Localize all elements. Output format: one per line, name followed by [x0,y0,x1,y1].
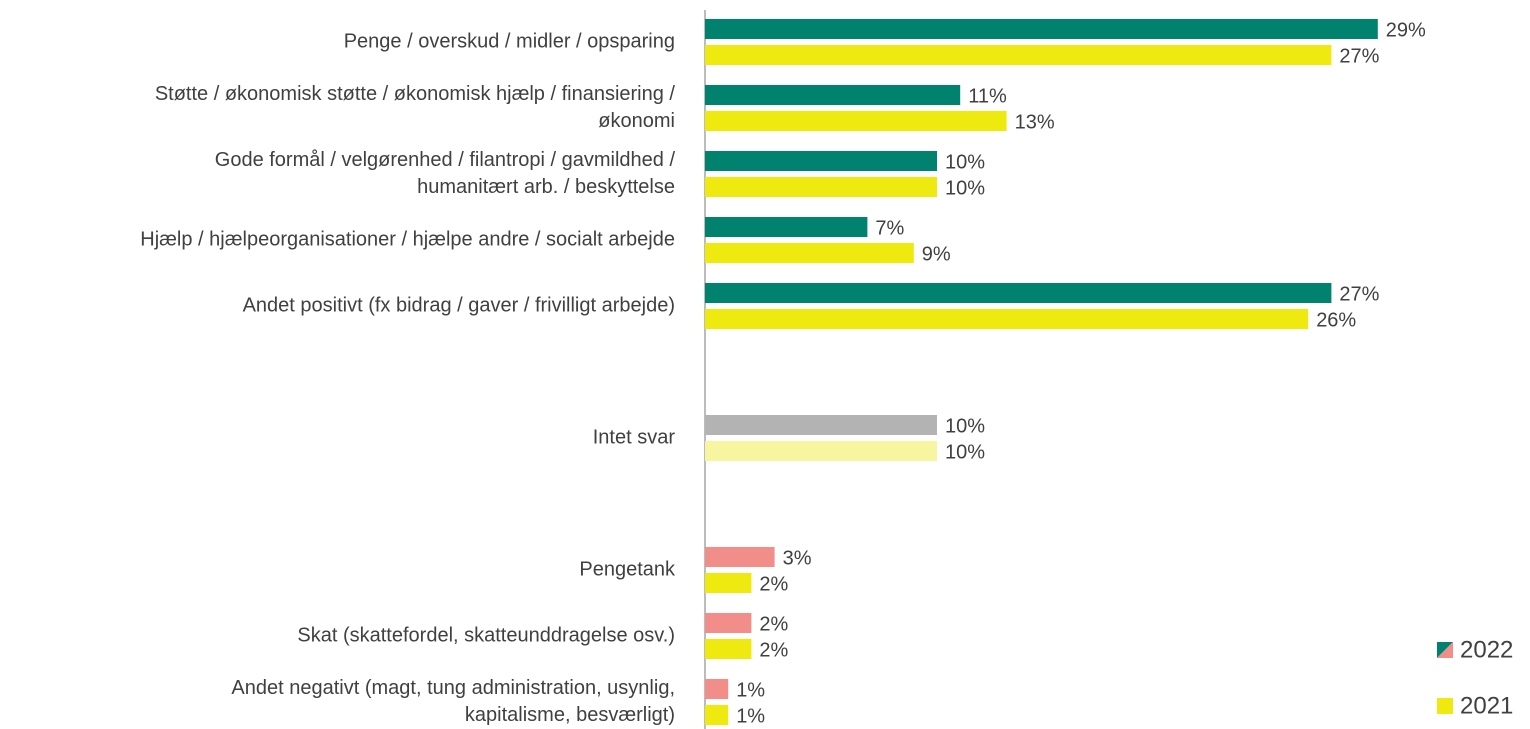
legend-label: 2021 [1460,692,1513,719]
bar [705,679,729,699]
value-label: 27% [1339,283,1379,305]
value-label: 26% [1316,309,1356,331]
category-label: Intet svar [592,426,675,449]
bar [705,177,937,197]
bar [705,151,937,171]
value-label: 10% [945,415,985,437]
bar [705,441,937,461]
bar [705,547,775,567]
category-label: Andet positivt (fx bidrag / gaver / friv… [242,294,675,317]
legend-label: 2022 [1460,636,1513,663]
category-label: Andet negativt (magt, tung administratio… [231,677,675,726]
value-label: 29% [1386,19,1426,41]
bar [705,85,961,105]
legend-swatch [1437,642,1453,658]
value-label: 13% [1015,111,1055,133]
value-label: 2% [759,573,788,595]
value-label: 3% [783,547,812,569]
category-label: Skat (skattefordel, skatteunddragelse os… [297,624,675,647]
value-label: 9% [922,243,951,265]
bar [705,415,937,435]
legend-swatch [1437,698,1453,714]
bar [705,573,752,593]
value-label: 2% [759,613,788,635]
category-label: Støtte / økonomisk støtte / økonomisk hj… [154,83,675,132]
bar [705,19,1378,39]
category-label: Gode formål / velgørenhed / filantropi /… [214,149,675,198]
value-label: 11% [968,85,1007,107]
bar [705,283,1332,303]
category-label: Penge / overskud / midler / opsparing [343,30,675,53]
category-label: Hjælp / hjælpeorganisationer / hjælpe an… [140,228,675,251]
value-label: 10% [945,441,985,463]
bar [705,613,752,633]
bar [705,705,729,725]
bar [705,243,914,263]
bar [705,217,868,237]
value-label: 2% [759,639,788,661]
bar [705,639,752,659]
value-label: 27% [1339,45,1379,67]
category-label: Pengetank [579,558,675,581]
value-label: 10% [945,151,985,173]
value-label: 10% [945,177,985,199]
value-label: 7% [875,217,904,239]
value-label: 1% [736,705,765,727]
bar [705,45,1332,65]
bar [705,111,1007,131]
value-label: 1% [736,679,765,701]
bar [705,309,1309,329]
